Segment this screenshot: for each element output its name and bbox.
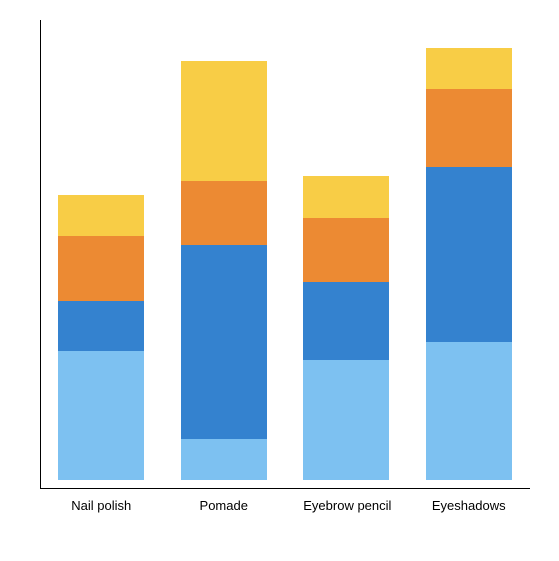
bar-segment xyxy=(58,351,144,480)
bar-segment xyxy=(181,245,267,438)
plot-area xyxy=(40,20,530,480)
bar-group xyxy=(426,48,512,480)
bar-segment xyxy=(303,360,389,480)
bar-segment xyxy=(426,48,512,89)
bar-segment xyxy=(303,282,389,360)
bar-group xyxy=(303,176,389,480)
bar-segment xyxy=(426,342,512,480)
bar-segment xyxy=(181,181,267,245)
x-axis-labels: Nail polish Pomade Eyebrow pencil Eyeshadow… xyxy=(40,498,530,513)
x-axis-label: Pomade xyxy=(181,498,267,513)
stacked-bar-chart: Nail polish Pomade Eyebrow pencil Eyeshadow… xyxy=(0,0,559,561)
bar-segment xyxy=(303,176,389,217)
x-axis-label: Eyeshadows xyxy=(426,498,512,513)
x-axis-label: Nail polish xyxy=(58,498,144,513)
x-axis-label: Eyebrow pencil xyxy=(303,498,389,513)
bar-segment xyxy=(181,61,267,181)
bar-segment xyxy=(58,195,144,236)
bar-segment xyxy=(58,236,144,300)
bar-segment xyxy=(303,218,389,282)
bar-group xyxy=(58,195,144,480)
x-axis-line xyxy=(40,488,530,489)
bar-segment xyxy=(58,301,144,352)
bar-segment xyxy=(426,167,512,342)
bar-segment xyxy=(426,89,512,167)
bar-group xyxy=(181,61,267,480)
y-axis-line xyxy=(40,20,41,488)
bar-segment xyxy=(181,439,267,480)
